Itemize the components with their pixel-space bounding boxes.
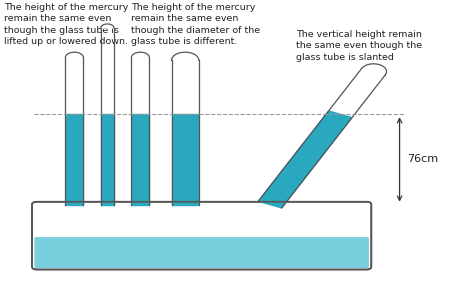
Text: The height of the mercury
remain the same even
though the glass tube is
lifted u: The height of the mercury remain the sam… — [4, 3, 128, 46]
Polygon shape — [131, 52, 149, 58]
Polygon shape — [258, 111, 352, 208]
Polygon shape — [101, 24, 114, 28]
Polygon shape — [328, 68, 385, 117]
Text: The vertical height remain
the same even though the
glass tube is slanted: The vertical height remain the same even… — [296, 30, 422, 62]
Polygon shape — [172, 52, 199, 60]
FancyBboxPatch shape — [32, 202, 371, 270]
Text: 76cm: 76cm — [408, 154, 439, 164]
Text: The height of the mercury
remain the same even
though the diameter of the
glass : The height of the mercury remain the sam… — [131, 3, 260, 46]
FancyBboxPatch shape — [35, 237, 369, 268]
Polygon shape — [65, 52, 83, 58]
Polygon shape — [362, 64, 386, 75]
